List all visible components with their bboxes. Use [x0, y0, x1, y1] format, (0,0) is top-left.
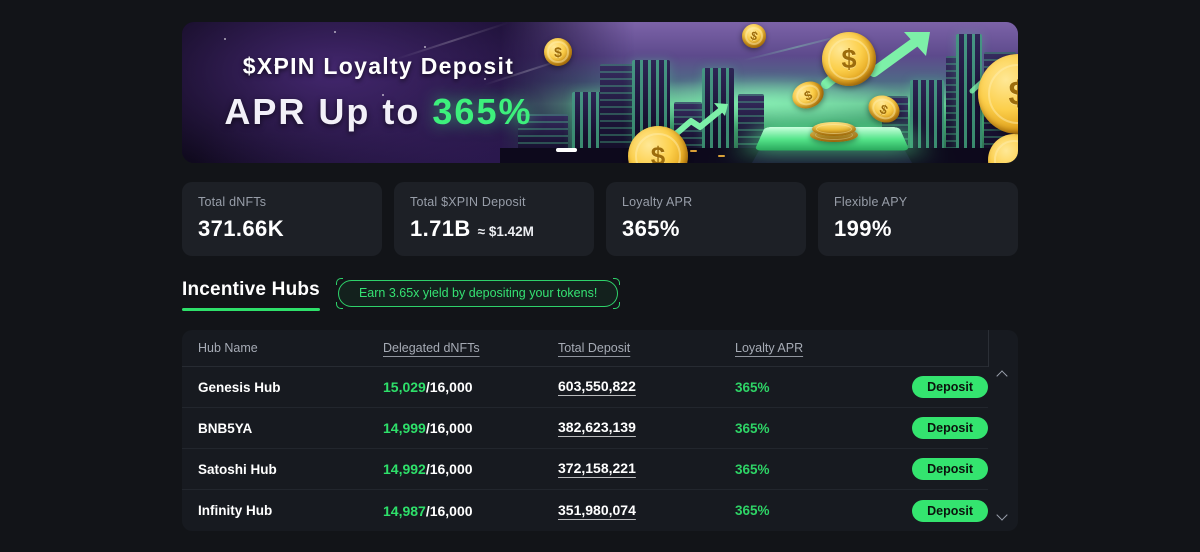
total-deposit-value[interactable]: 351,980,074: [558, 501, 636, 518]
banner-title: $XPIN Loyalty Deposit: [242, 52, 515, 79]
stat-label: Total $XPIN Deposit: [410, 195, 526, 209]
loyalty-apr-value: 365%: [735, 461, 770, 477]
deposit-button[interactable]: Deposit: [912, 499, 988, 522]
delegated-current: 15,029: [383, 379, 426, 395]
yield-badge-text: Earn 3.65x yield by depositing your toke…: [358, 286, 598, 300]
stat-value-row: 1.71B ≈ $1.42M: [410, 216, 578, 242]
section-head: Incentive Hubs Earn 3.65x yield by depos…: [182, 278, 621, 311]
delegated-max: /16,000: [425, 461, 473, 477]
stat-value-row: 199%: [834, 216, 1002, 242]
stat-card: Flexible APY 199%: [818, 182, 1018, 256]
banner-text-block: $XPIN Loyalty Deposit APR Up to 365%: [182, 22, 575, 163]
delegated-max: /16,000: [425, 420, 473, 436]
gold-coin-icon: $: [544, 38, 572, 66]
loyalty-apr-value: 365%: [735, 420, 770, 436]
section-title-wrap: Incentive Hubs: [182, 279, 320, 311]
hub-name: BNB5YA: [198, 420, 253, 436]
stat-label: Loyalty APR: [622, 195, 693, 209]
table-header-row: Hub Name Delegated dNFTs Total Deposit L…: [182, 330, 988, 367]
badge-corner: [335, 278, 343, 285]
delegated-current: 14,999: [383, 420, 426, 436]
action-cell: Deposit: [901, 376, 988, 398]
stats-row: Total dNFTs 371.66K Total $XPIN Deposit …: [182, 182, 1018, 256]
stat-label: Flexible APY: [834, 195, 908, 209]
delegated-dnfts: 14,992/16,000: [383, 461, 558, 477]
table-scroll-area[interactable]: Hub Name Delegated dNFTs Total Deposit L…: [182, 330, 988, 531]
scroll-down-icon[interactable]: [996, 509, 1008, 521]
star-dot: [244, 114, 246, 116]
delegated-dnfts: 14,999/16,000: [383, 420, 558, 436]
stat-value-row: 371.66K: [198, 216, 366, 242]
stat-label: Total dNFTs: [198, 195, 267, 209]
stat-value: 1.71B: [410, 216, 471, 241]
badge-corner: [613, 302, 621, 309]
star-dot: [334, 31, 336, 33]
deposit-button[interactable]: Deposit: [912, 417, 988, 439]
carousel-indicator[interactable]: [556, 148, 577, 152]
banner-apr-value: 365%: [432, 90, 533, 132]
loyalty-apr-value: 365%: [735, 379, 770, 395]
banner-apr-prefix: APR Up to: [224, 90, 433, 132]
stat-value: 371.66K: [198, 216, 284, 241]
stat-value: 199%: [834, 216, 892, 241]
gold-coin-icon: $: [822, 32, 876, 86]
star-dot: [224, 38, 226, 40]
city-building: [956, 34, 982, 163]
table-header-cell[interactable]: Total Deposit: [558, 341, 631, 355]
delegated-current: 14,992: [383, 461, 426, 477]
action-cell: Deposit: [901, 417, 988, 439]
window-light: [690, 150, 697, 152]
growth-arrow-icon: [674, 103, 728, 136]
delegated-max: /16,000: [425, 502, 473, 519]
delegated-current: 14,987: [383, 502, 426, 519]
scroll-up-icon[interactable]: [996, 370, 1008, 382]
table-row: Satoshi Hub 14,992/16,000 372,158,221 36…: [182, 449, 988, 490]
deposit-button[interactable]: Deposit: [912, 376, 988, 398]
loyalty-apr-value: 365%: [735, 503, 770, 518]
table-row: Genesis Hub 15,029/16,000 603,550,822 36…: [182, 367, 988, 408]
delegated-dnfts: 15,029/16,000: [383, 379, 558, 395]
promo-banner[interactable]: $ $ $ $ $ $ $ $XPIN Loyalty Deposit APR …: [182, 22, 1018, 163]
hub-name: Genesis Hub: [198, 379, 281, 395]
table-header-cell[interactable]: Loyalty APR: [735, 341, 804, 355]
stat-card: Total dNFTs 371.66K: [182, 182, 382, 256]
table-row: Infinity Hub 14,987/16,000 351,980,074 3…: [182, 490, 988, 531]
star-dot: [274, 64, 276, 66]
stat-value: 365%: [622, 216, 680, 241]
stat-suffix: ≈ $1.42M: [477, 224, 534, 239]
star-dot: [382, 94, 384, 96]
banner-subtitle: APR Up to 365%: [224, 91, 532, 133]
section-title: Incentive Hubs: [182, 279, 320, 300]
table-scrollbar-gutter[interactable]: [988, 330, 1018, 531]
window-light: [718, 155, 725, 157]
total-deposit-value[interactable]: 382,623,139: [558, 419, 636, 435]
incentive-hubs-table: Hub Name Delegated dNFTs Total Deposit L…: [182, 330, 1018, 531]
total-deposit-value[interactable]: 603,550,822: [558, 378, 636, 394]
delegated-dnfts: 14,987/16,000: [383, 503, 558, 519]
gold-coin-icon: [812, 122, 856, 136]
star-dot: [424, 46, 426, 48]
action-cell: Deposit: [901, 458, 988, 480]
yield-badge: Earn 3.65x yield by depositing your toke…: [335, 278, 621, 309]
badge-corner: [335, 302, 343, 309]
delegated-max: /16,000: [425, 379, 473, 395]
badge-corner: [613, 278, 621, 285]
stat-card: Loyalty APR 365%: [606, 182, 806, 256]
table-header-cell[interactable]: Delegated dNFTs: [383, 341, 480, 355]
hub-name: Satoshi Hub: [198, 461, 277, 477]
section-title-underline: [182, 308, 320, 311]
stat-value-row: 365%: [622, 216, 790, 242]
table-body: Genesis Hub 15,029/16,000 603,550,822 36…: [182, 367, 988, 531]
stat-card: Total $XPIN Deposit 1.71B ≈ $1.42M: [394, 182, 594, 256]
table-header-cell: Hub Name: [198, 341, 258, 355]
table-row: BNB5YA 14,999/16,000 382,623,139 365% De…: [182, 408, 988, 449]
total-deposit-value[interactable]: 372,158,221: [558, 460, 636, 476]
hub-name: Infinity Hub: [198, 503, 273, 518]
star-dot: [484, 78, 486, 80]
deposit-button[interactable]: Deposit: [912, 458, 988, 480]
action-cell: Deposit: [901, 499, 988, 522]
